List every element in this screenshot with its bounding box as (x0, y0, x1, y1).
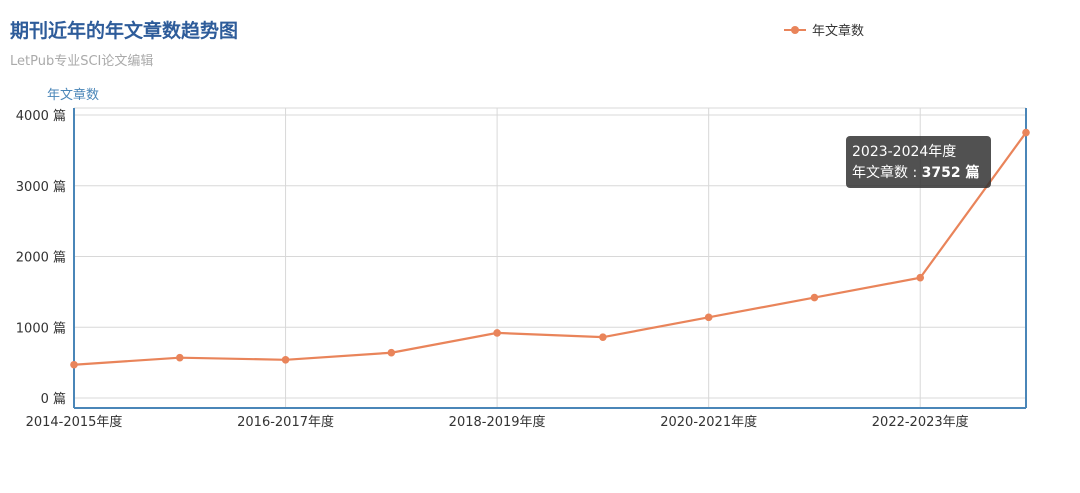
chart-title: 期刊近年的年文章数趋势图 (10, 20, 239, 42)
y-tick-label: 3000 篇 (16, 180, 66, 195)
data-point (387, 348, 396, 357)
legend-marker-icon (784, 25, 806, 34)
data-point (175, 353, 184, 362)
legend[interactable]: 年文章数 (784, 20, 864, 39)
data-tooltip: 2023-2024年度 年文章数 : 3752 篇 (846, 136, 991, 188)
tooltip-value: 3752 篇 (921, 165, 980, 181)
y-tick-label: 4000 篇 (16, 109, 66, 124)
x-tick-label: 2014-2015年度 (26, 414, 123, 430)
legend-label: 年文章数 (812, 24, 865, 39)
y-axis-title: 年文章数 (47, 87, 99, 103)
data-point (599, 333, 607, 341)
tooltip-value-line: 年文章数 : 3752 篇 (852, 163, 985, 184)
series-line (73, 131, 1027, 366)
data-point (810, 293, 819, 302)
data-point (704, 313, 713, 322)
y-tick-label: 2000 篇 (16, 251, 66, 266)
data-point (493, 329, 501, 337)
tooltip-series-label: 年文章数 : (852, 165, 922, 181)
x-tick-label: 2018-2019年度 (449, 414, 546, 430)
x-tick-label: 2016-2017年度 (237, 414, 334, 430)
data-point (281, 355, 290, 364)
x-tick-label: 2022-2023年度 (872, 414, 969, 430)
data-point (916, 273, 925, 282)
tooltip-category: 2023-2024年度 (852, 144, 957, 160)
y-tick-label: 0 篇 (41, 392, 66, 407)
x-tick-label: 2020-2021年度 (660, 414, 757, 430)
y-tick-label: 1000 篇 (16, 321, 66, 336)
chart-subtitle: LetPub专业SCI论文编辑 (10, 54, 154, 69)
data-point (70, 360, 78, 369)
data-point (1022, 128, 1030, 137)
